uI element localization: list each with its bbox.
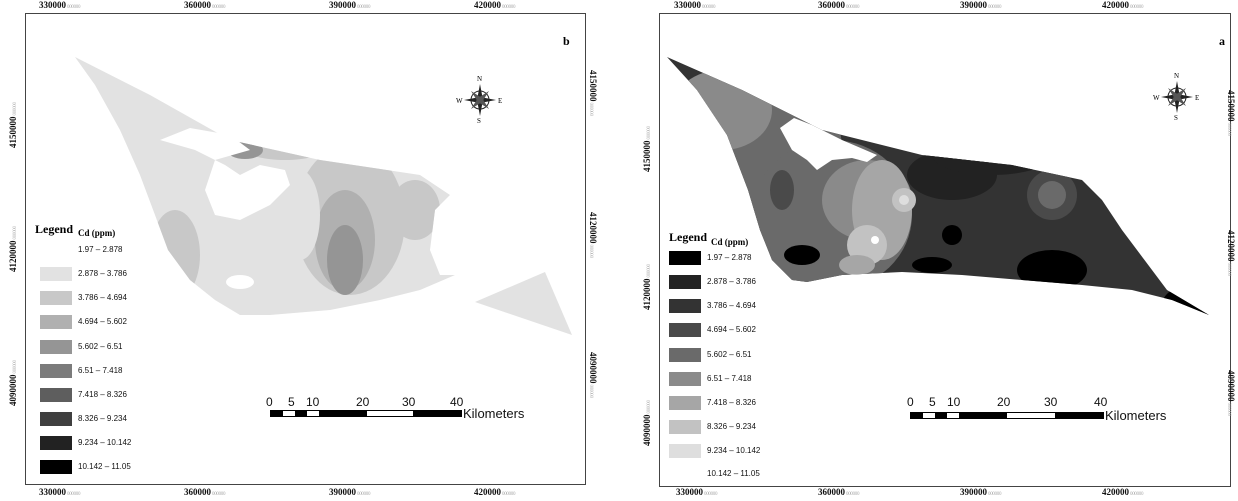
legend-label: 4.694 – 5.602 <box>78 317 127 326</box>
top-tick: 420000000000 <box>1102 0 1144 10</box>
scale-bar-graphic <box>910 412 1104 419</box>
north-arrow-icon <box>1161 81 1193 113</box>
bottom-tick: 330000000000 <box>676 487 718 497</box>
legend-swatch <box>669 323 701 337</box>
scale-number: 30 <box>402 395 416 409</box>
scale-number: 0 <box>266 395 273 409</box>
top-tick: 330000000000 <box>674 0 716 10</box>
scale-number: 5 <box>929 395 936 409</box>
legend-label: 8.326 – 9.234 <box>78 414 127 423</box>
legend-label: 1.97 – 2.878 <box>78 245 123 254</box>
legend-swatch <box>669 396 701 410</box>
bottom-tick: 360000000000 <box>184 487 226 497</box>
bottom-tick: 390000000000 <box>960 487 1002 497</box>
cd-distribution-map <box>667 57 1209 315</box>
legend-swatch <box>669 348 701 362</box>
legend-label: 3.786 – 4.694 <box>78 293 127 302</box>
scale-number: 20 <box>356 395 370 409</box>
scale-bar-graphic <box>270 410 462 417</box>
bottom-tick: 390000000000 <box>329 487 371 497</box>
top-tick: 360000000000 <box>184 0 226 10</box>
legend-label: 8.326 – 9.234 <box>707 422 756 431</box>
legend-swatch <box>669 467 701 481</box>
scale-number: 0 <box>907 395 914 409</box>
legend-label: 10.142 – 11.05 <box>78 462 131 471</box>
compass-e: E <box>498 97 503 105</box>
legend-label: 5.602 – 6.51 <box>707 350 752 359</box>
legend-swatch <box>40 364 72 378</box>
legend-swatch <box>40 291 72 305</box>
legend-subtitle: Cd (ppm) <box>711 237 749 247</box>
legend-label: 10.142 – 11.05 <box>707 469 760 478</box>
legend-label: 7.418 – 8.326 <box>78 390 127 399</box>
legend-label: 2.878 – 3.786 <box>707 277 756 286</box>
top-tick: 420000000000 <box>474 0 516 10</box>
north-arrow-icon <box>464 84 496 116</box>
bottom-tick: 420000000000 <box>474 487 516 497</box>
scale-number: 40 <box>1094 395 1108 409</box>
legend-swatch <box>669 299 701 313</box>
top-tick: 330000000000 <box>39 0 81 10</box>
legend-swatch <box>669 275 701 289</box>
legend-swatch <box>40 267 72 281</box>
legend-swatch <box>669 420 701 434</box>
top-tick: 390000000000 <box>960 0 1002 10</box>
scale-number: 20 <box>997 395 1011 409</box>
legend-swatch <box>669 251 701 265</box>
legend-label: 9.234 – 10.142 <box>707 446 761 455</box>
scale-number: 10 <box>947 395 961 409</box>
legend-label: 5.602 – 6.51 <box>78 342 123 351</box>
cd-distribution-map <box>75 57 572 335</box>
legend-label: 6.51 – 7.418 <box>707 374 752 383</box>
legend-label: 4.694 – 5.602 <box>707 325 756 334</box>
bottom-tick: 360000000000 <box>818 487 860 497</box>
legend-swatch <box>40 436 72 450</box>
top-tick: 360000000000 <box>818 0 860 10</box>
compass-s: S <box>1174 114 1178 122</box>
map-panel-b: 330000000000 360000000000 390000000000 4… <box>0 0 600 501</box>
compass-w: W <box>456 97 463 105</box>
legend-swatch <box>40 340 72 354</box>
legend-swatch <box>669 444 701 458</box>
compass-n: N <box>477 75 483 83</box>
legend-label: 3.786 – 4.694 <box>707 301 756 310</box>
map-panel-a: 330000000000 360000000000 390000000000 4… <box>632 0 1238 501</box>
bottom-tick: 330000000000 <box>39 487 81 497</box>
legend-label: 9.234 – 10.142 <box>78 438 132 447</box>
legend-swatch <box>40 315 72 329</box>
legend-label: 7.418 – 8.326 <box>707 398 756 407</box>
legend-subtitle: Cd (ppm) <box>78 228 116 238</box>
bottom-tick: 420000000000 <box>1102 487 1144 497</box>
scale-number: 30 <box>1044 395 1058 409</box>
legend-swatch <box>40 388 72 402</box>
top-tick: 390000000000 <box>329 0 371 10</box>
compass-s: S <box>477 117 481 125</box>
legend-swatch <box>40 243 72 257</box>
scale-unit: Kilometers <box>1105 408 1167 423</box>
legend-title: Legend <box>35 222 74 236</box>
compass-n: N <box>1174 72 1180 80</box>
compass-w: W <box>1153 94 1160 102</box>
scale-unit: Kilometers <box>463 406 525 421</box>
scale-number: 40 <box>450 395 464 409</box>
legend-label: 2.878 – 3.786 <box>78 269 127 278</box>
legend-swatch <box>40 460 72 474</box>
scale-number: 5 <box>288 395 295 409</box>
scale-number: 10 <box>306 395 320 409</box>
panel-label: a <box>1219 34 1225 48</box>
panel-label: b <box>563 34 570 48</box>
legend-label: 6.51 – 7.418 <box>78 366 123 375</box>
legend-title: Legend <box>669 230 708 244</box>
legend-swatch <box>669 372 701 386</box>
compass-e: E <box>1195 94 1200 102</box>
legend-label: 1.97 – 2.878 <box>707 253 752 262</box>
legend-swatch <box>40 412 72 426</box>
